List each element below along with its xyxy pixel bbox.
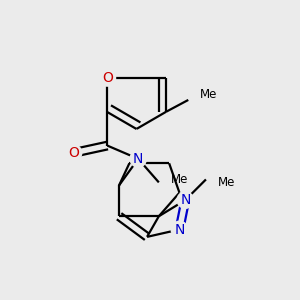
Circle shape xyxy=(130,151,146,167)
Text: Me: Me xyxy=(200,88,218,100)
Text: N: N xyxy=(133,152,143,166)
Text: O: O xyxy=(102,71,113,85)
Text: O: O xyxy=(68,146,79,160)
Text: Me: Me xyxy=(218,176,235,189)
Circle shape xyxy=(99,70,116,86)
Text: Me: Me xyxy=(171,173,188,186)
Circle shape xyxy=(65,145,82,161)
Text: N: N xyxy=(174,223,184,236)
Circle shape xyxy=(171,221,188,238)
Circle shape xyxy=(177,192,194,208)
Text: N: N xyxy=(180,193,190,207)
